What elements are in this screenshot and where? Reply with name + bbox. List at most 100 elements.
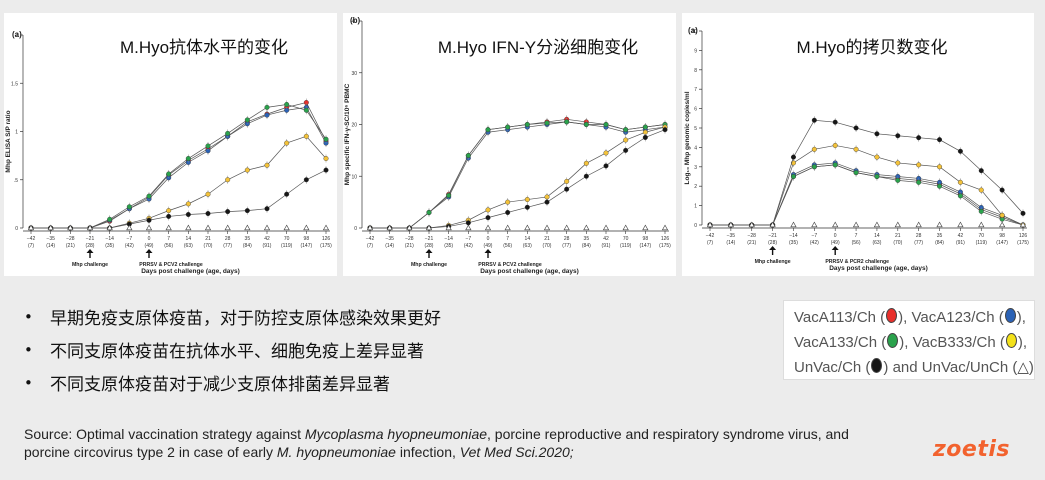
data-point [622, 224, 629, 231]
age-label: (119) [620, 243, 632, 249]
data-point [894, 221, 901, 228]
series-line [370, 118, 666, 229]
y-tick-label: 3 [694, 165, 697, 171]
challenge-arrow-head-icon [831, 246, 839, 250]
data-point [244, 208, 250, 214]
data-point [264, 206, 270, 212]
triangle-icon: △ [1017, 359, 1029, 376]
x-tick-label: 14 [525, 236, 531, 242]
age-label: (42) [810, 240, 819, 246]
data-point [465, 153, 471, 159]
age-label: (91) [263, 243, 272, 249]
y-axis-label: Log₁₀ Mhp genomic copies/ml [684, 91, 691, 184]
data-point [790, 221, 797, 228]
x-tick-label: 42 [603, 236, 609, 242]
data-point [583, 121, 589, 127]
data-point [727, 221, 734, 228]
data-point [244, 117, 250, 123]
age-label: (70) [893, 240, 902, 246]
data-point [895, 177, 901, 183]
legend-row-2: VacA133/Ch (), VacB333/Ch (), [794, 333, 1028, 351]
data-point [811, 221, 818, 228]
data-point [166, 208, 172, 214]
data-point [852, 221, 860, 228]
group-legend: VacA113/Ch (), VacA123/Ch (), VacA133/Ch… [783, 300, 1035, 380]
data-point [185, 211, 191, 217]
challenge-arrow-head-icon [145, 249, 153, 253]
challenge-annotation: Mhp challenge [411, 262, 447, 268]
age-label: (42) [464, 243, 473, 249]
antibody-chart-panel: (a) M.Hyo抗体水平的变化 0 .5 1 1.5 2 Mhp ELISA S/P rat… [4, 13, 337, 276]
x-tick-label: −35 [727, 233, 736, 239]
x-tick-label: −35 [46, 236, 55, 242]
age-label: (21) [66, 243, 75, 249]
data-point [642, 224, 649, 231]
series-line [370, 121, 666, 229]
bullet-icon: • [24, 340, 33, 359]
age-label: (175) [1017, 240, 1029, 246]
x-tick-label: 98 [304, 236, 310, 242]
data-point [185, 224, 192, 231]
x-axis-label: Days post challenge (age, days) [141, 268, 240, 275]
data-point [957, 179, 963, 185]
age-label: (21) [405, 243, 414, 249]
data-point [999, 221, 1006, 228]
age-label: (56) [503, 243, 512, 249]
x-tick-label: 7 [506, 236, 509, 242]
data-point [284, 191, 290, 197]
data-point [957, 148, 963, 154]
data-point [145, 224, 153, 231]
x-tick-label: 21 [205, 236, 211, 242]
data-point [505, 124, 511, 130]
data-point [623, 137, 629, 143]
x-tick-label: 0 [487, 236, 490, 242]
genomic-copies-chart: (a) M.Hyo的拷贝数变化 0 1 2 3 4 5 6 7 8 9 10 Log₁₀ Mhp geno… [684, 26, 1029, 272]
data-point [484, 224, 492, 231]
y-tick-label: 20 [351, 123, 357, 129]
data-point [166, 171, 172, 177]
data-point [225, 130, 231, 136]
data-point [936, 221, 943, 228]
data-point [978, 168, 984, 174]
data-point [264, 104, 270, 110]
data-point [224, 224, 231, 231]
data-point [465, 224, 472, 231]
data-point [225, 177, 231, 183]
data-point [544, 199, 550, 205]
series-line [370, 121, 666, 229]
challenge-annotation: PRRSV & PCV2 challenge [478, 262, 542, 268]
data-point [748, 221, 755, 228]
x-tick-label: −28 [66, 236, 75, 242]
age-label: (35) [789, 240, 798, 246]
data-point [205, 211, 211, 217]
data-point [283, 224, 290, 231]
data-point [264, 112, 270, 118]
y-tick-label: 9 [694, 48, 697, 54]
data-point [916, 135, 922, 141]
age-label: (175) [320, 243, 332, 249]
data-point [811, 117, 817, 123]
data-point [485, 215, 491, 221]
age-label: (35) [105, 243, 114, 249]
x-tick-label: 28 [916, 233, 922, 239]
data-point [126, 224, 133, 231]
y-axis-label: Mhp ELISA S/P ratio [5, 110, 12, 172]
age-label: (14) [385, 243, 394, 249]
data-point [895, 133, 901, 139]
y-tick-label: 2 [15, 33, 18, 39]
y-tick-label: 4 [694, 145, 697, 151]
data-point [244, 224, 251, 231]
data-point [284, 107, 290, 113]
age-label: (119) [976, 240, 988, 246]
data-point [67, 224, 74, 231]
x-tick-label: 35 [937, 233, 943, 239]
key-findings-list: • 早期免疫支原体疫苗，对于防控支原体感染效果更好 • 不同支原体疫苗在抗体水平、细… [24, 300, 644, 399]
data-point [225, 209, 231, 215]
blue-dot-icon [1004, 308, 1016, 323]
data-point [465, 220, 471, 226]
x-tick-label: 70 [284, 236, 290, 242]
data-point [874, 173, 880, 179]
finding-item: • 早期免疫支原体疫苗，对于防控支原体感染效果更好 [24, 307, 441, 330]
y-tick-label: 0 [354, 226, 357, 232]
y-tick-label: 1 [15, 130, 18, 136]
